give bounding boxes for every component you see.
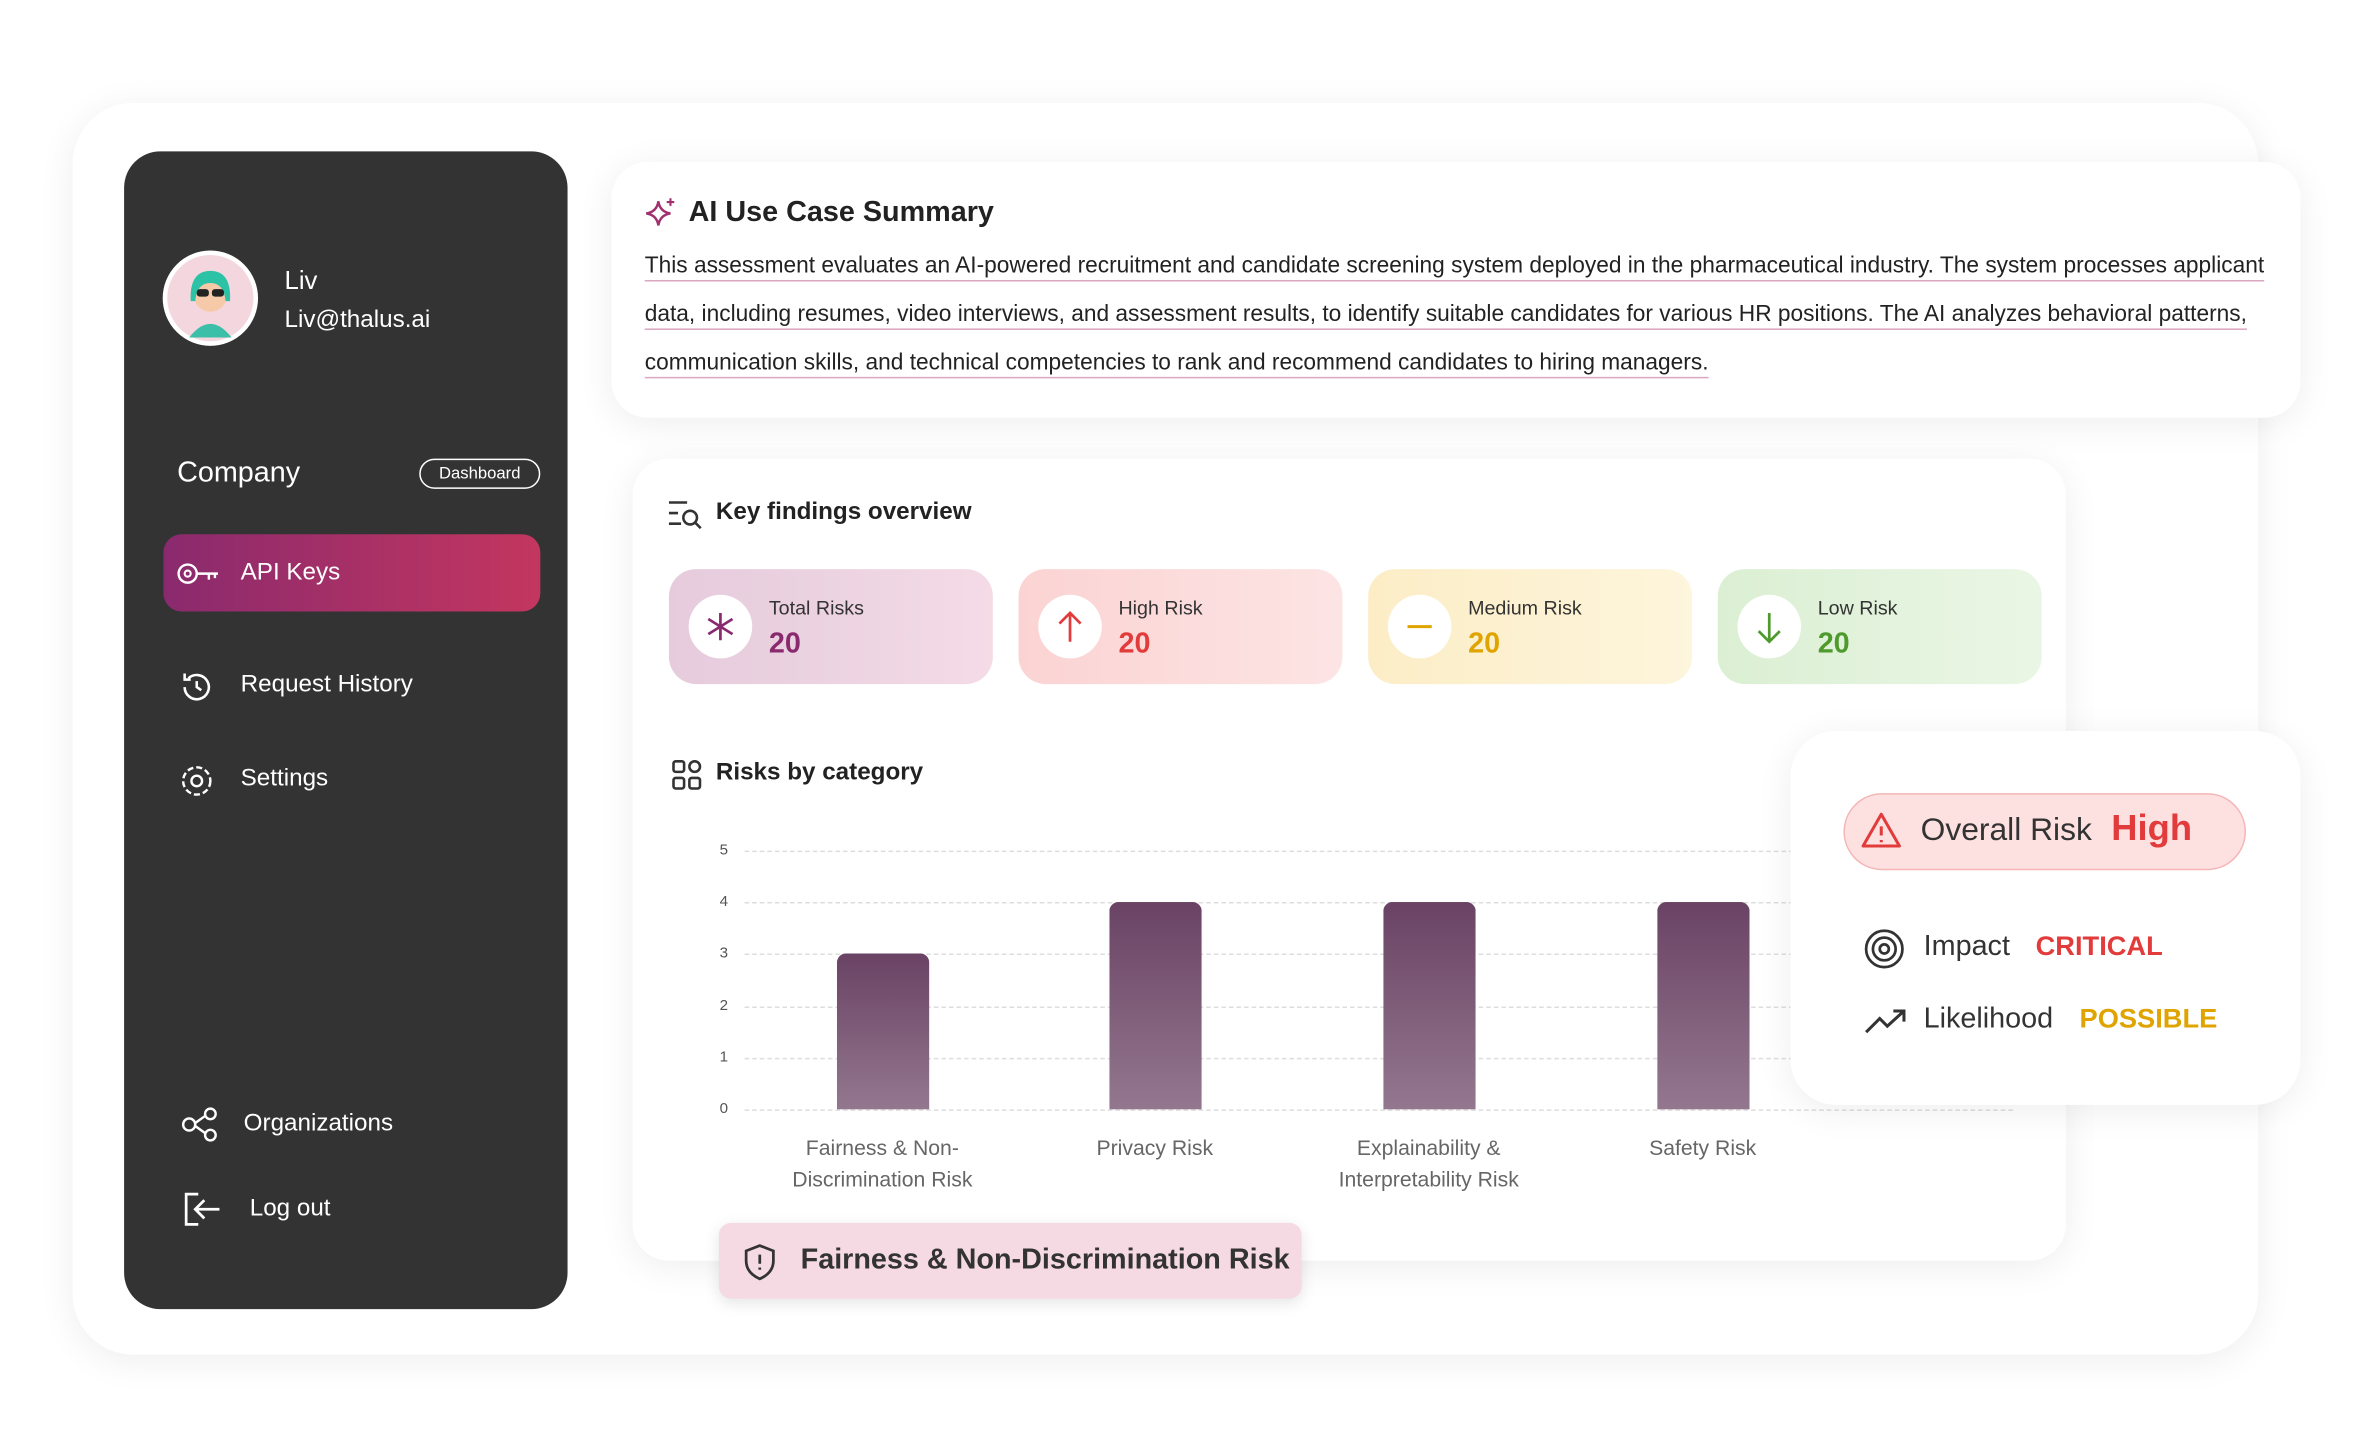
overall-label: Overall Risk xyxy=(1920,812,2092,848)
grid-line xyxy=(744,902,2013,904)
key-icon xyxy=(177,563,218,584)
user-email: Liv@thalus.ai xyxy=(284,307,431,333)
finding-value: 20 xyxy=(1817,628,1850,660)
overall-pill xyxy=(1843,793,2247,871)
arrow-up-icon xyxy=(1038,594,1102,659)
finding-label: Medium Risk xyxy=(1468,596,1582,620)
warning-icon xyxy=(1861,812,1901,848)
dashboard-badge[interactable]: Dashboard xyxy=(419,458,541,489)
x-tick-label: Fairness & Non-Discrimination Risk xyxy=(792,1135,973,1192)
category-icon xyxy=(672,759,702,790)
x-tick-label: Explainability & Interpretability Risk xyxy=(1338,1135,1519,1192)
trend-icon xyxy=(1865,1009,1906,1034)
impact-value: CRITICAL xyxy=(2035,930,2163,962)
finding-value: 20 xyxy=(1118,628,1151,660)
x-tick-label: Safety Risk xyxy=(1649,1135,1757,1160)
finding-label: Total Risks xyxy=(768,596,864,620)
bar xyxy=(1108,902,1201,1110)
minus-icon xyxy=(1387,594,1452,659)
y-tick-label: 4 xyxy=(719,893,728,911)
avatar xyxy=(162,250,259,346)
y-tick-label: 2 xyxy=(719,997,728,1015)
y-tick-label: 0 xyxy=(719,1101,728,1118)
nav-item[interactable]: Settings xyxy=(240,765,329,792)
risk-card xyxy=(1790,731,2301,1105)
risk-tag[interactable] xyxy=(718,1222,1302,1299)
findings-title: Key findings overview xyxy=(715,499,972,526)
sidebar xyxy=(124,151,568,1310)
finding-label: Low Risk xyxy=(1817,596,1898,620)
bar xyxy=(836,954,929,1110)
finding-card: Total Risks 20 xyxy=(668,569,993,685)
sparkle-icon xyxy=(646,198,675,226)
logout-icon xyxy=(184,1192,220,1226)
y-tick-label: 5 xyxy=(719,842,728,859)
likelihood-value: POSSIBLE xyxy=(2079,1003,2218,1034)
y-tick-label: 1 xyxy=(719,1049,728,1066)
section-title: Company xyxy=(177,457,301,489)
arrow-down-icon xyxy=(1737,594,1802,659)
finding-card: High Risk 20 xyxy=(1018,569,1343,685)
bar xyxy=(1656,902,1749,1110)
findings-icon xyxy=(668,501,702,530)
history-icon xyxy=(183,673,211,701)
impact-label: Impact xyxy=(1923,930,2010,963)
tag-label: Fairness & Non-Discrimination Risk xyxy=(800,1244,1290,1276)
grid-line xyxy=(744,1005,2013,1008)
summary-card xyxy=(611,161,2301,418)
y-tick-label: 3 xyxy=(719,945,728,963)
org-icon xyxy=(181,1107,217,1142)
shield-icon xyxy=(744,1244,775,1281)
nav-item[interactable]: Log out xyxy=(249,1195,331,1222)
asterisk-icon xyxy=(688,594,753,659)
finding-value: 20 xyxy=(768,628,801,660)
grid-line xyxy=(744,1057,2013,1060)
settings-icon xyxy=(181,766,212,796)
nav-item[interactable]: Request History xyxy=(240,671,413,698)
target-icon xyxy=(1864,929,1904,969)
summary-title: AI Use Case Summary xyxy=(688,196,994,229)
overall-value: High xyxy=(2111,808,2193,850)
grid-line xyxy=(744,1109,2013,1111)
x-tick-label: Privacy Risk xyxy=(1096,1135,1214,1160)
summary-text: This assessment evaluates an AI-powered … xyxy=(644,252,2265,376)
user-name: Liv xyxy=(284,266,318,296)
chart-title: Risks by category xyxy=(715,759,924,786)
bar xyxy=(1382,902,1475,1110)
finding-card: Low Risk 20 xyxy=(1717,569,2042,685)
grid-line xyxy=(744,954,2013,956)
finding-value: 20 xyxy=(1468,628,1501,660)
nav-active[interactable] xyxy=(163,534,541,612)
nav-item[interactable]: Organizations xyxy=(243,1110,394,1137)
likelihood-label: Likelihood xyxy=(1923,1003,2054,1036)
nav-item[interactable]: API Keys xyxy=(240,559,341,586)
finding-card: Medium Risk 20 xyxy=(1368,569,1693,685)
finding-label: High Risk xyxy=(1118,596,1203,620)
grid-line xyxy=(744,850,2013,853)
